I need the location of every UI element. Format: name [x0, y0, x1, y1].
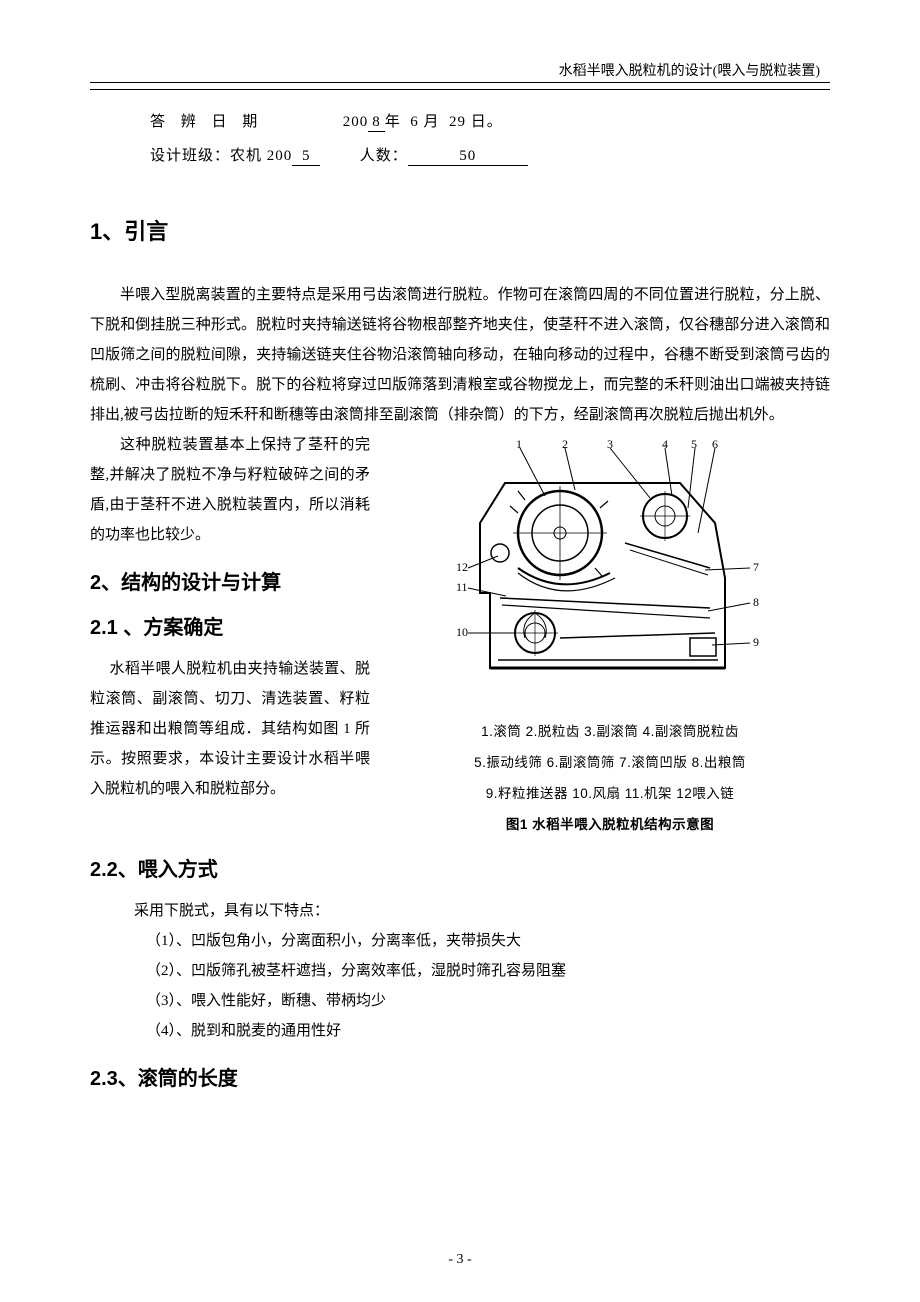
fig-label-7: 7: [753, 560, 759, 574]
info-row-2: 设计班级：农机 2005 人数：50: [150, 144, 830, 166]
list-item-3: （3）、喂入性能好，断穗、带柄均少: [146, 986, 830, 1016]
day-suffix: 日。: [471, 114, 503, 130]
figure-legend-3: 9.籽粒推送器 10.风扇 11.机架 12喂入链: [390, 783, 830, 806]
list-item-2: （2）、凹版筛孔被茎杆遮挡，分离效率低，湿脱时筛孔容易阻塞: [146, 956, 830, 986]
fig-label-3: 3: [607, 438, 613, 451]
fig-label-2: 2: [562, 438, 568, 451]
year-suffix: 年: [385, 114, 401, 130]
fig-label-4: 4: [662, 438, 668, 451]
fig-label-8: 8: [753, 595, 759, 609]
section-1-p1: 半喂入型脱离装置的主要特点是采用弓齿滚筒进行脱粒。作物可在滚筒四周的不同位置进行…: [90, 280, 830, 430]
fig-label-6: 6: [712, 438, 718, 451]
day-value: 29: [449, 114, 466, 130]
year-value: 8: [368, 114, 385, 132]
figure-legend-1: 1.滚筒 2.脱粒齿 3.副滚筒 4.副滚筒脱粒齿: [390, 721, 830, 744]
month-value: 6: [410, 114, 419, 130]
fig-label-12: 12: [456, 560, 468, 574]
class-value: 5: [292, 148, 320, 166]
section-2-1-title: 2.1 、方案确定: [90, 611, 370, 640]
section-2-1-p1: 水稻半喂人脱粒机由夹持输送装置、脱粒滚筒、副滚筒、切刀、清选装置、籽粒推运器和出…: [90, 654, 370, 804]
defense-date-label: 答 辨 日 期: [150, 114, 263, 130]
header-rule-2: [90, 89, 830, 90]
right-column: 1 2 3 4 5 6 7 8 9 10 11 12 1.滚筒 2.脱粒齿 3.…: [390, 430, 830, 837]
figure-legend-2: 5.振动线筛 6.副滚筒筛 7.滚筒凹版 8.出粮筒: [390, 752, 830, 775]
section-1-title: 1、引言: [90, 214, 830, 246]
info-row-1: 答 辨 日 期 2008年 6 月 29 日。: [150, 110, 830, 132]
figure-1-diagram: 1 2 3 4 5 6 7 8 9 10 11 12: [450, 438, 770, 708]
list-item-1: （1）、凹版包角小，分离面积小，分离率低，夹带损失大: [146, 926, 830, 956]
section-2-3-title: 2.3、滚筒的长度: [90, 1062, 830, 1091]
left-column: 这种脱粒装置基本上保持了茎秆的完整,并解决了脱粒不净与籽粒破碎之间的矛盾,由于茎…: [90, 430, 370, 804]
count-value: 50: [408, 148, 528, 166]
fig-label-9: 9: [753, 635, 759, 649]
list-item-4: （4）、脱到和脱麦的通用性好: [146, 1016, 830, 1046]
month-suffix: 月: [424, 114, 440, 130]
class-label: 设计班级：农机 200: [150, 148, 292, 164]
fig-label-1: 1: [516, 438, 522, 451]
section-2-2-intro: 采用下脱式，具有以下特点：: [104, 896, 830, 926]
header-rule-1: [90, 82, 830, 83]
year-prefix: 200: [343, 114, 369, 130]
section-1-p2: 这种脱粒装置基本上保持了茎秆的完整,并解决了脱粒不净与籽粒破碎之间的矛盾,由于茎…: [90, 430, 370, 550]
page-number: - 3 -: [0, 1252, 920, 1268]
section-1-p1-text: 半喂入型脱离装置的主要特点是采用弓齿滚筒进行脱粒。作物可在滚筒四周的不同位置进行…: [90, 287, 830, 423]
fig-label-5: 5: [691, 438, 697, 451]
count-label: 人数：: [360, 148, 408, 164]
two-column-block: 这种脱粒装置基本上保持了茎秆的完整,并解决了脱粒不净与籽粒破碎之间的矛盾,由于茎…: [90, 430, 830, 837]
fig-label-10: 10: [456, 625, 468, 639]
running-title: 水稻半喂入脱粒机的设计(喂入与脱粒装置): [90, 60, 830, 80]
figure-caption: 图1 水稻半喂入脱粒机结构示意图: [390, 814, 830, 837]
section-2-title: 2、结构的设计与计算: [90, 566, 370, 595]
fig-label-11: 11: [456, 580, 468, 594]
section-2-2-title: 2.2、喂入方式: [90, 853, 830, 882]
